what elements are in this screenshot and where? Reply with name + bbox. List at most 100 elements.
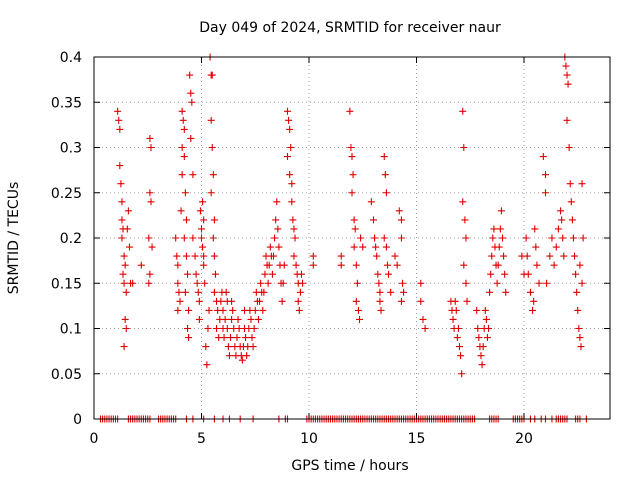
data-point bbox=[523, 252, 531, 260]
data-point bbox=[526, 288, 534, 296]
data-point bbox=[382, 243, 390, 251]
data-point bbox=[453, 334, 461, 342]
data-point bbox=[566, 180, 574, 188]
data-point bbox=[562, 62, 570, 70]
data-point bbox=[473, 306, 481, 314]
data-point bbox=[546, 252, 554, 260]
data-point bbox=[454, 325, 462, 332]
data-point bbox=[479, 343, 487, 351]
data-point bbox=[115, 116, 123, 124]
data-point bbox=[554, 225, 562, 233]
data-point bbox=[176, 297, 184, 305]
data-point bbox=[229, 306, 237, 314]
data-point bbox=[257, 279, 265, 287]
data-point bbox=[147, 198, 155, 206]
data-point bbox=[279, 279, 287, 287]
data-point bbox=[145, 234, 153, 242]
data-point bbox=[181, 288, 189, 296]
data-point bbox=[417, 279, 425, 287]
data-point bbox=[353, 279, 361, 287]
data-point bbox=[576, 261, 584, 269]
data-point bbox=[225, 352, 233, 360]
data-point bbox=[461, 216, 469, 224]
data-point bbox=[188, 98, 196, 106]
data-point bbox=[382, 189, 390, 197]
data-point bbox=[270, 252, 278, 260]
data-point bbox=[462, 279, 470, 287]
data-point bbox=[278, 297, 286, 305]
data-point bbox=[118, 216, 126, 224]
data-point bbox=[542, 171, 549, 179]
data-point bbox=[499, 234, 506, 242]
data-point bbox=[483, 334, 491, 342]
data-point bbox=[462, 234, 470, 242]
data-point bbox=[558, 216, 566, 224]
axis-ticks: 0 0.05 0.1 0.15 0.2 0.25 0.3 0.35 0.4 0 5 10 15 20 bbox=[51, 50, 610, 447]
data-point bbox=[501, 270, 509, 278]
data-point bbox=[457, 352, 465, 360]
data-point bbox=[146, 270, 154, 278]
data-point bbox=[221, 315, 229, 323]
data-point bbox=[271, 234, 279, 242]
data-point bbox=[419, 315, 427, 323]
data-point bbox=[495, 243, 503, 251]
data-point bbox=[254, 315, 262, 323]
data-marks bbox=[96, 53, 590, 423]
data-point bbox=[125, 243, 133, 251]
data-point bbox=[463, 297, 471, 305]
data-point bbox=[247, 315, 255, 323]
data-point bbox=[291, 234, 299, 242]
data-point bbox=[578, 279, 586, 287]
data-point bbox=[496, 225, 504, 233]
data-point bbox=[122, 288, 130, 296]
y-tick-label: 0.05 bbox=[51, 367, 82, 383]
data-point bbox=[180, 153, 188, 161]
data-point bbox=[400, 288, 408, 296]
data-point bbox=[198, 234, 205, 242]
data-point bbox=[489, 234, 497, 242]
data-point bbox=[121, 261, 129, 269]
data-point bbox=[213, 325, 221, 332]
data-point bbox=[228, 315, 236, 323]
data-point bbox=[182, 216, 190, 224]
data-point bbox=[385, 270, 393, 278]
data-point bbox=[256, 297, 264, 305]
data-point bbox=[397, 216, 405, 224]
data-point bbox=[571, 252, 579, 260]
data-point bbox=[120, 252, 128, 260]
data-point bbox=[460, 261, 468, 269]
data-point bbox=[274, 225, 282, 233]
data-point bbox=[200, 252, 208, 260]
data-point bbox=[502, 288, 510, 296]
data-point bbox=[452, 306, 460, 314]
data-point bbox=[295, 306, 303, 314]
data-point bbox=[180, 234, 188, 242]
data-point bbox=[119, 270, 127, 278]
data-point bbox=[522, 234, 530, 242]
data-point bbox=[118, 198, 126, 206]
data-point bbox=[531, 225, 539, 233]
data-point bbox=[485, 325, 493, 332]
data-point bbox=[179, 116, 187, 124]
data-point bbox=[211, 270, 219, 278]
data-point bbox=[532, 243, 540, 251]
data-point bbox=[352, 297, 360, 305]
data-point bbox=[573, 288, 581, 296]
data-point bbox=[195, 297, 203, 305]
y-tick-label: 0.4 bbox=[60, 50, 82, 66]
data-point bbox=[223, 325, 231, 332]
data-point bbox=[192, 270, 200, 278]
data-point bbox=[376, 297, 384, 305]
data-point bbox=[227, 334, 235, 342]
y-tick-label: 0.1 bbox=[60, 322, 82, 338]
data-point bbox=[187, 89, 195, 97]
data-point bbox=[250, 325, 258, 332]
x-tick-label: 0 bbox=[90, 431, 99, 447]
data-point bbox=[123, 225, 131, 233]
data-point bbox=[377, 306, 385, 314]
data-point bbox=[174, 306, 182, 314]
data-point bbox=[189, 171, 197, 179]
data-point bbox=[486, 288, 494, 296]
data-point bbox=[268, 270, 276, 278]
